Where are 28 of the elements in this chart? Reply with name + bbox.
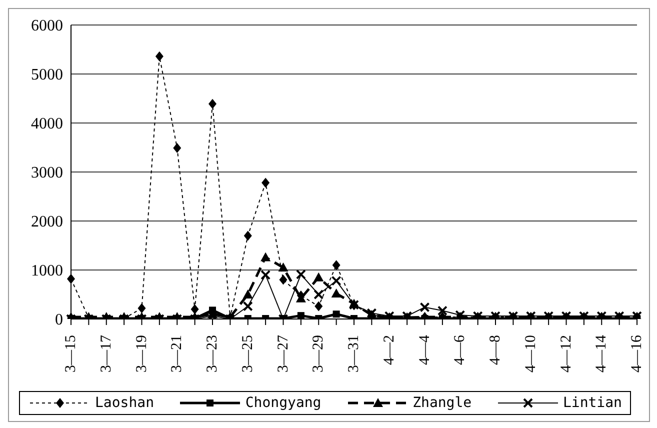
y-tick-label: 2000: [31, 214, 63, 231]
legend-label: Lintian: [562, 395, 622, 411]
x-tick-label: 4—2: [381, 335, 398, 365]
x-tick-label: 3—27: [275, 334, 292, 372]
x-tick-label: 4—6: [452, 334, 468, 365]
x-tick-label: 4—4: [416, 334, 433, 365]
x-tick-label: 4—16: [629, 334, 645, 372]
x-tick-label: 3—29: [310, 335, 327, 372]
y-tick-label: 3000: [31, 164, 63, 182]
y-tick-label: 1000: [31, 262, 63, 280]
x-tick-label: 3—31: [346, 335, 362, 372]
x-tick-label: 3—23: [204, 335, 220, 372]
legend-label: Laoshan: [95, 395, 154, 411]
x-tick-label: 3—25: [240, 335, 256, 372]
x-tick-label: 3—17: [98, 334, 114, 372]
x-tick-label: 4—14: [594, 334, 610, 372]
x-tick-label: 4—12: [558, 335, 574, 372]
y-tick-label: 6000: [31, 18, 63, 35]
legend-label: Zhangle: [412, 395, 472, 411]
y-tick-label: 0: [55, 312, 63, 329]
legend-label: Chongyang: [245, 395, 322, 411]
x-tick-label: 3—21: [169, 335, 186, 372]
x-tick-label: 4—8: [488, 335, 504, 365]
y-tick-label: 4000: [31, 116, 63, 133]
x-tick-label: 3—19: [134, 335, 150, 372]
x-tick-label: 3—15: [63, 335, 79, 372]
x-tick-label: 4—10: [522, 335, 539, 372]
y-tick-label: 5000: [31, 66, 63, 84]
